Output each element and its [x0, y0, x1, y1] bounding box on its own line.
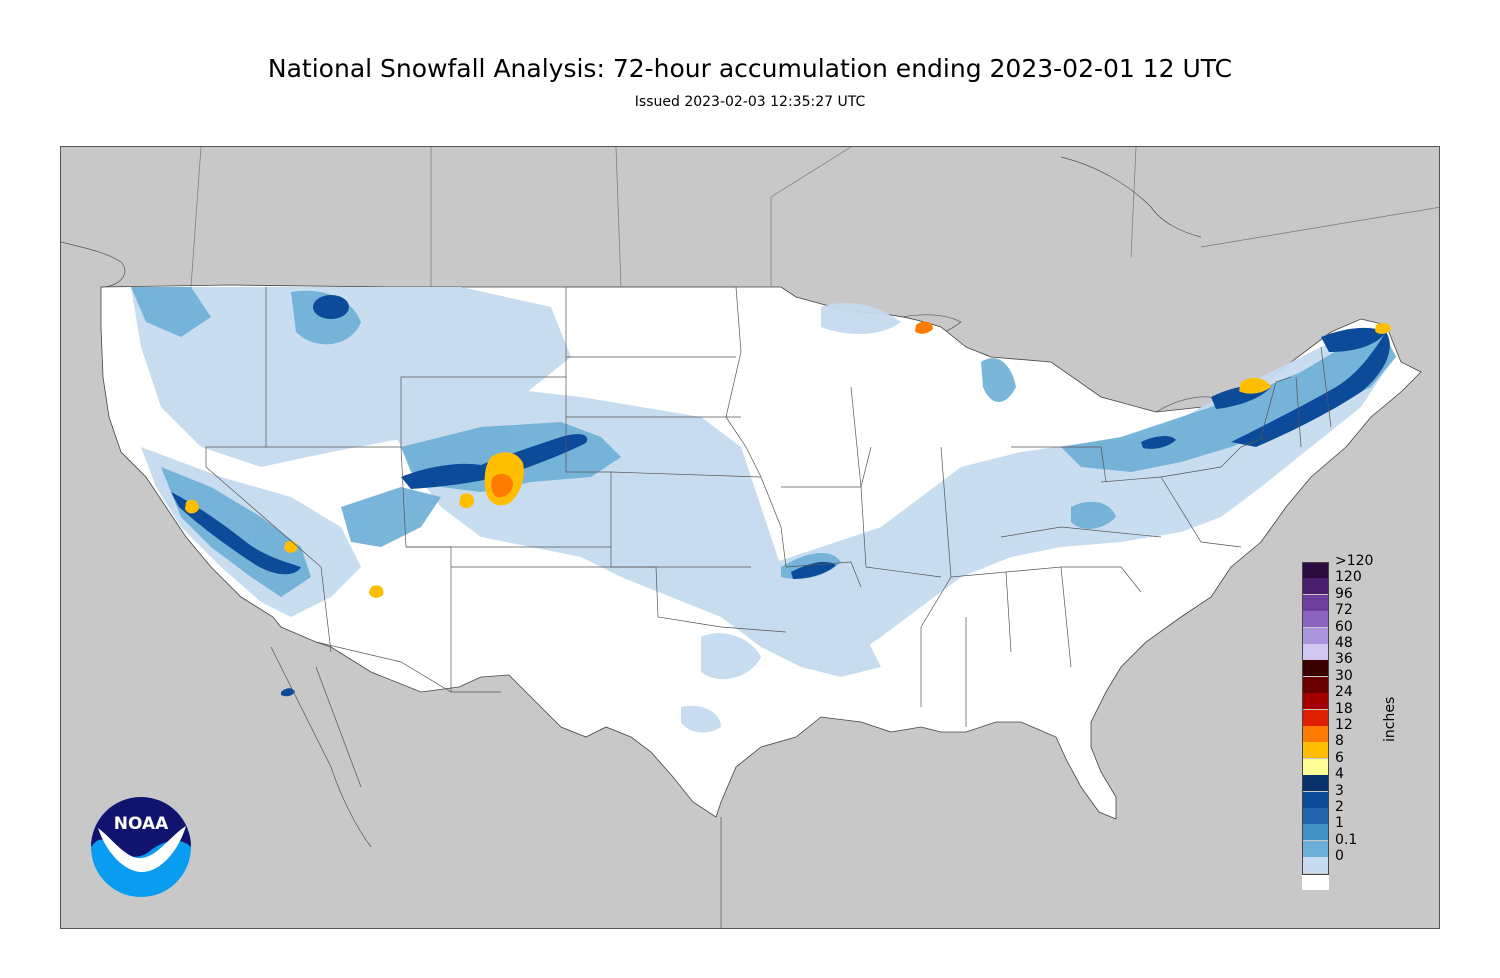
legend-label: 120 — [1335, 569, 1362, 586]
legend-label: 3 — [1335, 782, 1344, 799]
legend-label: 2 — [1335, 799, 1344, 815]
legend-label: 30 — [1335, 667, 1353, 684]
legend-item: 8 — [1302, 733, 1402, 759]
legend-swatch — [1302, 627, 1329, 644]
map-canvas — [61, 147, 1439, 928]
issued-timestamp: Issued 2023-02-03 12:35:27 UTC — [634, 94, 866, 110]
legend-swatch — [1302, 676, 1329, 693]
legend-swatch — [1302, 775, 1329, 792]
legend-swatch — [1302, 840, 1329, 857]
legend-label: 8 — [1335, 733, 1344, 750]
legend-swatch — [1302, 644, 1329, 660]
legend-swatch — [1302, 791, 1329, 808]
legend-swatch — [1302, 758, 1329, 775]
legend-swatch — [1302, 726, 1329, 742]
legend-label: 6 — [1335, 749, 1344, 766]
svg-text:NOAA: NOAA — [114, 814, 169, 834]
legend-label: 96 — [1335, 585, 1353, 602]
legend-label: >120 — [1335, 553, 1374, 569]
snow-extreme — [185, 321, 1391, 598]
legend-item: 12 — [1302, 717, 1402, 742]
snowfall-map[interactable] — [60, 146, 1440, 929]
coastlines — [61, 156, 1202, 928]
legend-label: 18 — [1335, 700, 1353, 717]
legend-item: 4 — [1302, 766, 1402, 792]
noaa-logo-icon: NOAA — [91, 797, 191, 897]
legend-label: 60 — [1335, 618, 1353, 635]
legend-units-label: inches — [1382, 696, 1398, 742]
legend-bottom-swatch — [1302, 873, 1402, 890]
legend-swatch — [1302, 578, 1329, 595]
legend-label: 48 — [1335, 635, 1353, 651]
legend-item: 0.1 — [1302, 832, 1402, 857]
legend-item: 6 — [1302, 750, 1402, 775]
legend-item: 18 — [1302, 701, 1402, 726]
legend-item: 1 — [1302, 815, 1402, 841]
legend-item: 48 — [1302, 635, 1402, 660]
legend-swatch — [1302, 857, 1329, 874]
state-boundaries — [190, 147, 1439, 727]
legend-item: 120 — [1302, 569, 1402, 595]
legend-item: 2 — [1302, 799, 1402, 824]
legend-swatch — [1302, 709, 1329, 726]
legend-label: 0 — [1335, 848, 1344, 865]
legend-label: 12 — [1335, 717, 1353, 733]
legend-label: 4 — [1335, 766, 1344, 783]
legend-item: 72 — [1302, 602, 1402, 628]
legend-swatch — [1302, 808, 1329, 824]
legend-swatch — [1302, 660, 1329, 677]
legend-item: 96 — [1302, 586, 1402, 611]
legend-swatch — [1302, 824, 1329, 841]
noaa-logo: NOAA — [90, 796, 192, 898]
legend-swatch — [1302, 594, 1329, 611]
legend-swatch — [1302, 611, 1329, 628]
page-title: National Snowfall Analysis: 72-hour accu… — [267, 54, 1233, 83]
legend-swatch — [1302, 873, 1329, 890]
legend-swatch — [1302, 562, 1329, 578]
legend-item: 0 — [1302, 848, 1402, 874]
legend-label: 24 — [1335, 684, 1353, 701]
legend-swatch — [1302, 693, 1329, 710]
legend-item: 36 — [1302, 651, 1402, 677]
legend-swatch — [1302, 742, 1329, 759]
legend-label: 1 — [1335, 815, 1344, 832]
legend-item: 24 — [1302, 684, 1402, 710]
legend-item: >120 — [1302, 553, 1402, 578]
legend-item: 60 — [1302, 619, 1402, 644]
legend-label: 36 — [1335, 651, 1353, 668]
legend-label: 72 — [1335, 602, 1353, 619]
legend-item: 30 — [1302, 668, 1402, 693]
legend-label: 0.1 — [1335, 831, 1358, 848]
legend-item: 3 — [1302, 783, 1402, 808]
